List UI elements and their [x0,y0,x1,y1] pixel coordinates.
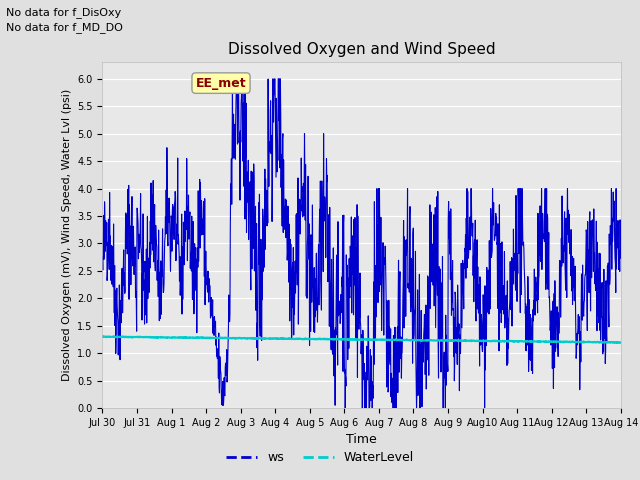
ws [214,355,221,360]
WaterLevel [99,333,107,339]
WaterLevel [617,340,625,346]
ws [341,405,349,411]
WaterLevel [99,334,106,339]
WaterLevel [556,339,563,345]
ws [617,252,625,258]
ws [99,254,106,260]
ws [510,255,518,261]
WaterLevel [272,336,280,342]
ws [232,76,240,82]
Line: ws: ws [102,79,621,408]
ws [201,302,209,308]
WaterLevel [214,335,222,341]
X-axis label: Time: Time [346,433,377,446]
Text: No data for f_MD_DO: No data for f_MD_DO [6,22,124,33]
Text: EE_met: EE_met [196,77,246,90]
Title: Dissolved Oxygen and Wind Speed: Dissolved Oxygen and Wind Speed [228,42,495,57]
Text: No data for f_DisOxy: No data for f_DisOxy [6,7,122,18]
WaterLevel [613,340,621,346]
Legend: ws, WaterLevel: ws, WaterLevel [221,446,419,469]
WaterLevel [202,335,209,341]
WaterLevel [442,338,450,344]
Y-axis label: Dissolved Oxygen (mV), Wind Speed, Water Lvl (psi): Dissolved Oxygen (mV), Wind Speed, Water… [61,89,72,381]
ws [272,174,280,180]
WaterLevel [510,338,518,344]
Line: WaterLevel: WaterLevel [102,336,621,343]
ws [443,333,451,338]
ws [556,258,564,264]
